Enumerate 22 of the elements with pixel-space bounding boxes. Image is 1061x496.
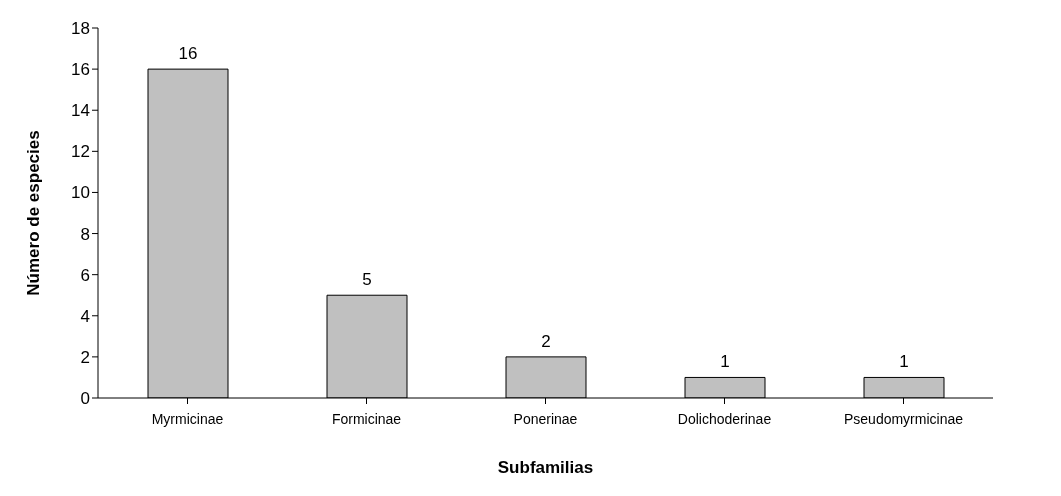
data-label: 1 (720, 352, 730, 372)
data-label: 16 (178, 44, 198, 64)
y-tick-label: 16 (71, 60, 90, 80)
y-tick-label: 10 (71, 183, 90, 203)
x-axis-title: Subfamilias (497, 458, 594, 477)
y-tick-label: 18 (71, 19, 90, 39)
y-tick-label: 2 (80, 347, 90, 367)
y-tick-label: 14 (71, 101, 90, 121)
x-tick-label: Pseudomyrmicinae (843, 410, 964, 427)
x-tick-label: Formicinae (331, 410, 402, 427)
y-tick-label: 4 (80, 306, 90, 326)
data-label: 5 (362, 270, 372, 290)
y-axis-title: Número de especies (24, 130, 44, 296)
x-tick-label: Myrmicinae (151, 410, 224, 427)
x-tick-label: Dolichoderinae (677, 410, 772, 427)
data-label: 2 (541, 331, 551, 351)
y-tick-label: 6 (80, 265, 90, 285)
data-label: 1 (899, 352, 909, 372)
y-tick-label: 12 (71, 142, 90, 162)
x-tick-label: Ponerinae (513, 410, 578, 427)
y-tick-label: 0 (80, 389, 90, 409)
y-tick-label: 8 (80, 224, 90, 244)
